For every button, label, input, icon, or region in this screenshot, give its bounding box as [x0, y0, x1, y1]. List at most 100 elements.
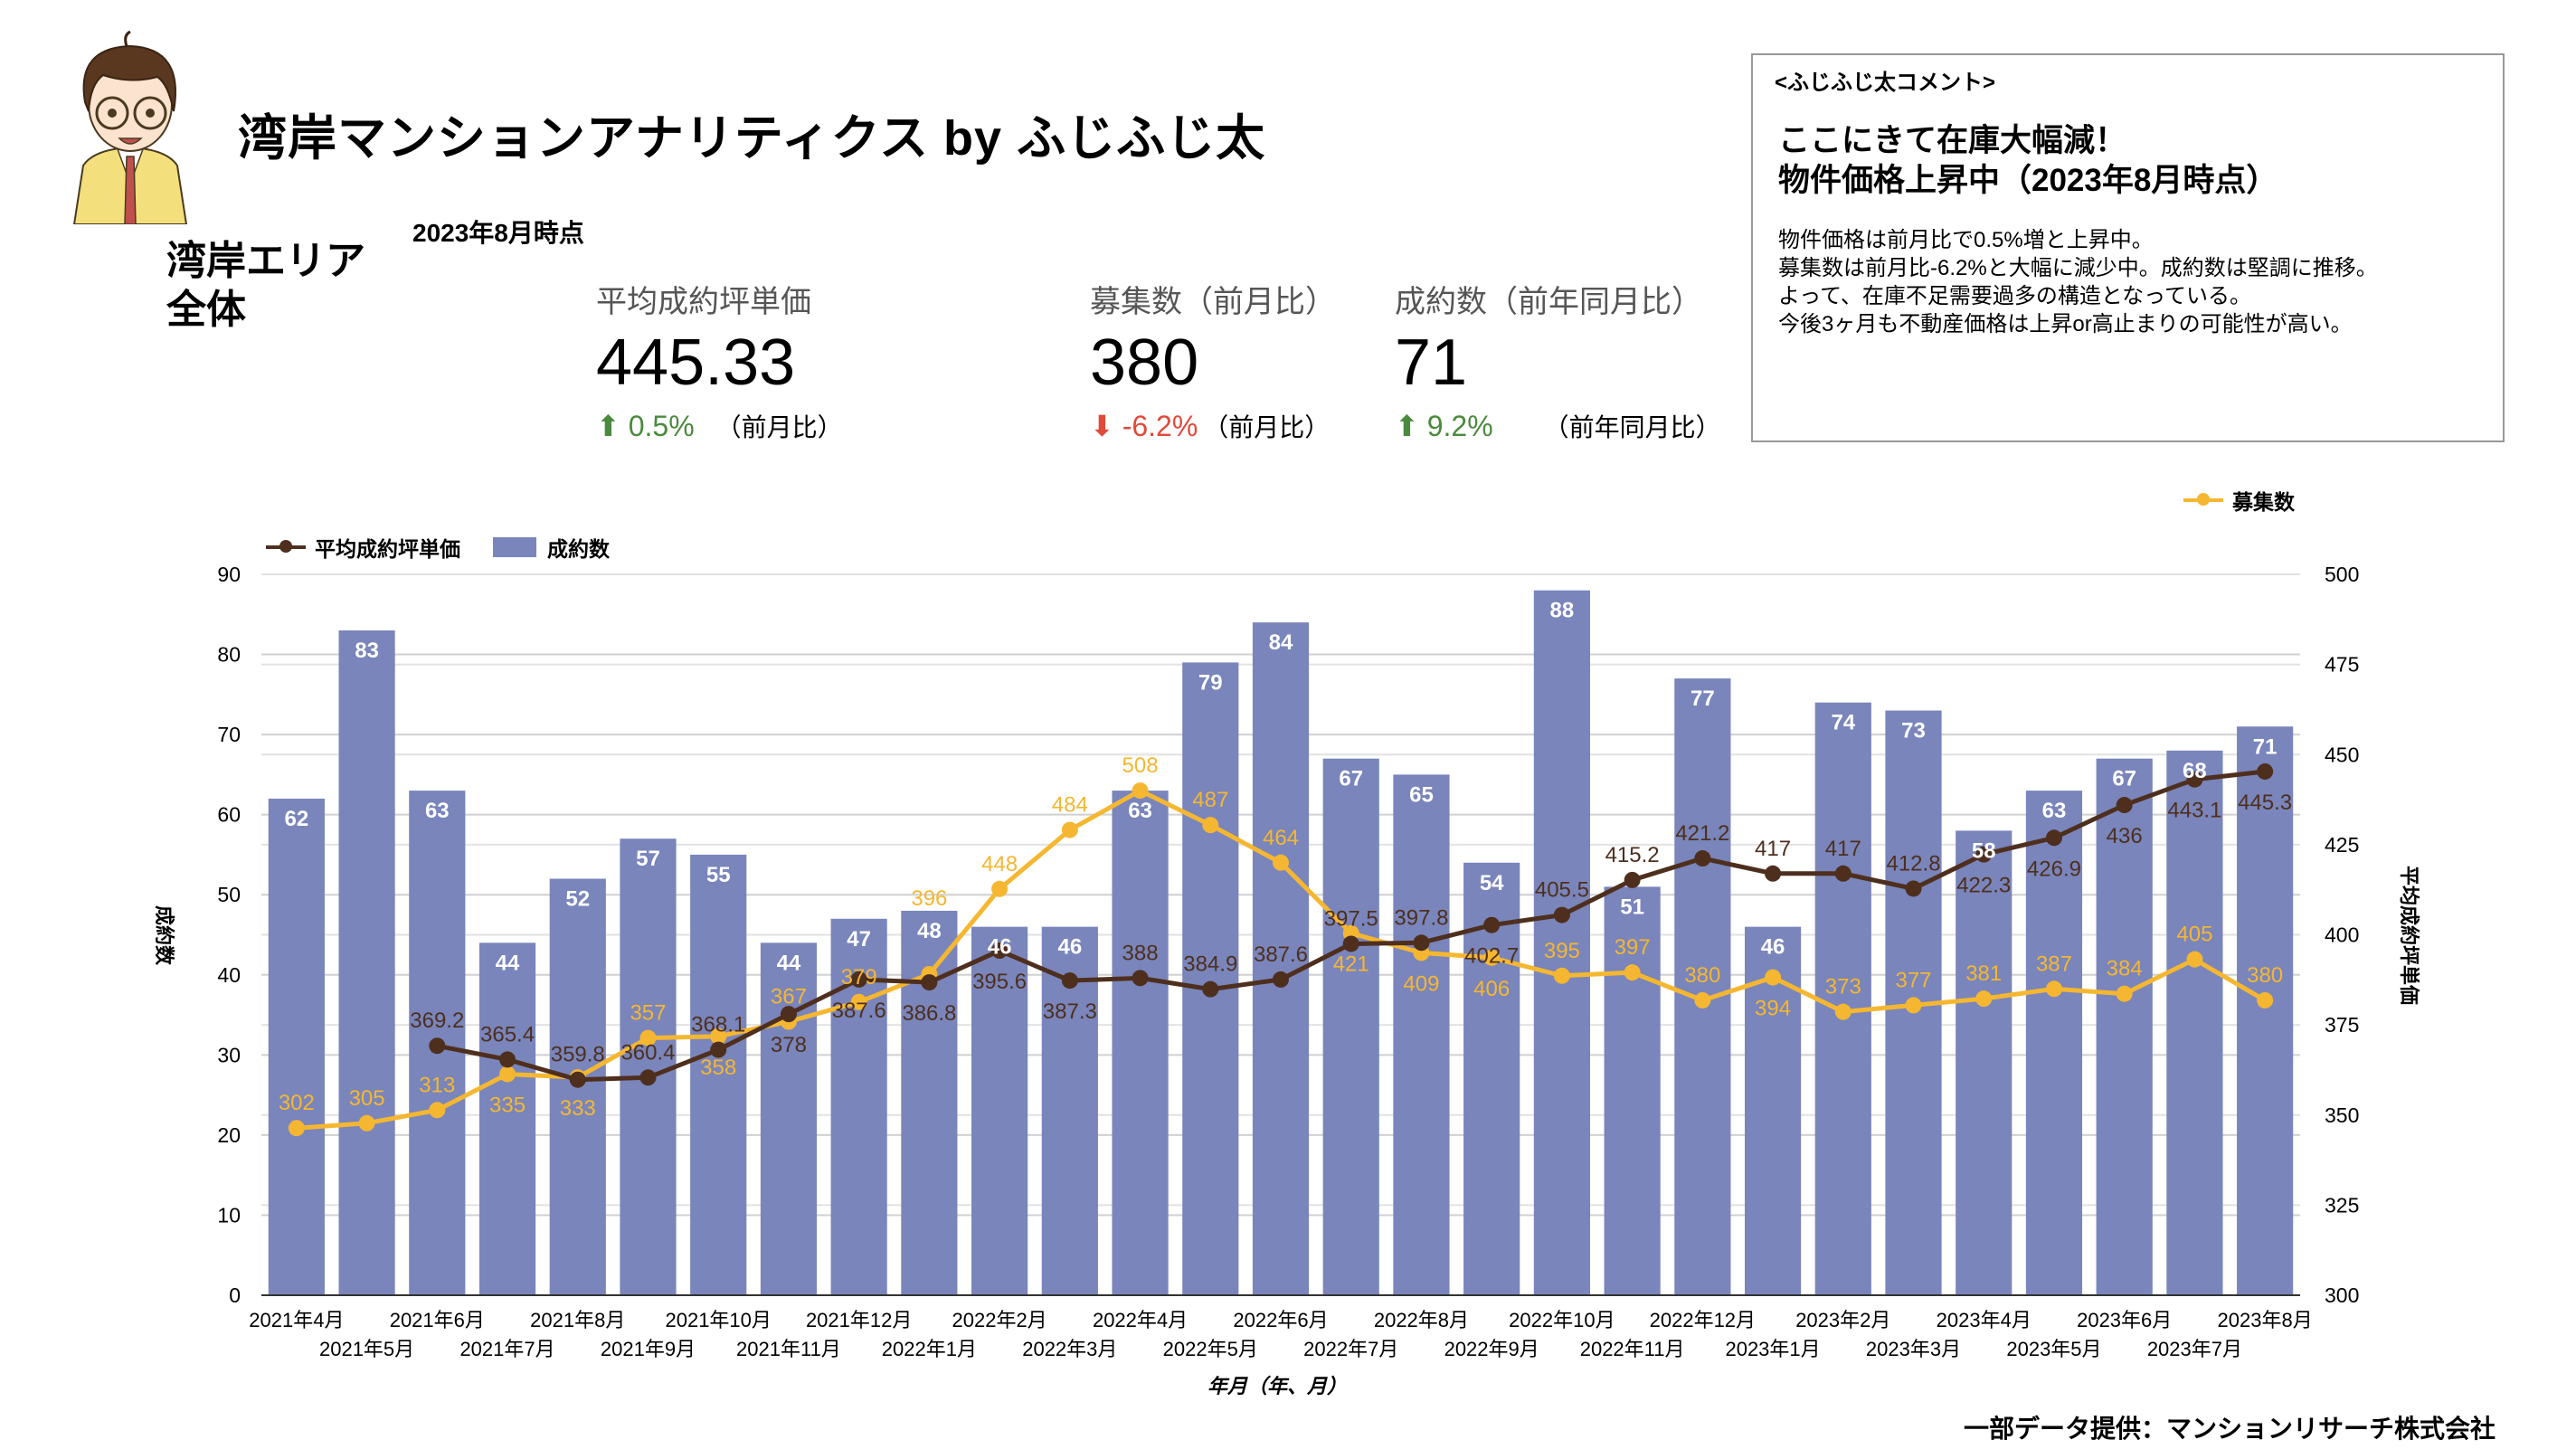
listings-point	[991, 880, 1009, 897]
bar-data-label: 67	[1339, 767, 1363, 791]
listings-data-label: 387	[2036, 952, 2072, 976]
listings-point	[288, 1120, 305, 1137]
y-axis-title-left: 成約数	[153, 904, 176, 966]
y-tick-label-right: 425	[2325, 833, 2359, 857]
price-point	[2116, 797, 2133, 814]
listings-point	[2186, 951, 2203, 968]
bar-data-label: 47	[847, 927, 871, 952]
listings-point	[1624, 964, 1641, 981]
legend-item-listings[interactable]: 募集数	[2183, 485, 2295, 516]
price-data-label: 384.9	[1183, 952, 1237, 977]
listings-data-label: 397	[1615, 935, 1651, 960]
bar-data-label: 46	[988, 935, 1012, 960]
listings-data-label: 367	[771, 985, 807, 1009]
legend-item-price[interactable]: 平均成約坪単価	[266, 532, 460, 563]
x-tick-label: 2021年4月	[249, 1309, 344, 1331]
listings-data-label: 508	[1122, 753, 1159, 778]
bar-data-label: 57	[636, 847, 660, 871]
bar-data-label: 44	[777, 951, 801, 975]
bar	[620, 838, 677, 1295]
price-point	[1553, 906, 1570, 923]
price-data-label: 417	[1755, 837, 1791, 861]
price-data-label: 387.3	[1043, 999, 1097, 1024]
arrow-up-icon: ⬆	[596, 410, 629, 442]
bar	[1393, 774, 1450, 1295]
price-point	[1975, 846, 1993, 863]
price-point	[429, 1037, 446, 1055]
x-tick-label: 2023年8月	[2218, 1309, 2313, 1331]
listings-point	[1483, 949, 1501, 966]
comment-heading: <ふじふじ太コメント>	[1775, 71, 1996, 95]
y-axis-title-right: 平均成約坪単価	[2398, 865, 2421, 1006]
y-tick-label-left: 80	[217, 643, 241, 667]
price-point	[2045, 829, 2062, 847]
x-tick-label: 2022年5月	[1163, 1338, 1258, 1360]
kpi-compare-label: （前月比）	[1203, 413, 1331, 441]
listings-data-label: 335	[489, 1093, 526, 1117]
kpi-change-value: -6.2%	[1122, 410, 1198, 442]
price-point	[921, 974, 938, 991]
price-data-label: 436	[2107, 824, 2143, 848]
price-point	[1765, 865, 1782, 882]
legend-label: 平均成約坪単価	[315, 537, 460, 561]
arrow-down-icon: ⬇	[1090, 410, 1122, 442]
kpi-change-value: 9.2%	[1426, 410, 1493, 442]
listings-data-label: 464	[1263, 826, 1299, 850]
listings-data-label: 405	[2176, 923, 2212, 947]
y-tick-label-right: 450	[2325, 743, 2359, 766]
price-point	[1202, 980, 1219, 998]
bar-data-label: 79	[1198, 670, 1223, 695]
x-tick-label: 2023年2月	[1795, 1309, 1890, 1331]
bar-data-label: 83	[355, 639, 379, 663]
y-tick-label-right: 300	[2325, 1283, 2359, 1307]
price-data-label: 417	[1825, 837, 1861, 861]
listings-data-label: 484	[1052, 793, 1088, 818]
y-tick-label-right: 400	[2325, 923, 2359, 947]
price-point	[1273, 971, 1289, 988]
bar	[1674, 678, 1731, 1295]
bar	[760, 942, 818, 1295]
bar-data-label: 63	[2042, 799, 2067, 823]
listings-data-label: 487	[1192, 788, 1228, 812]
bar-data-label: 46	[1057, 935, 1082, 960]
kpi-contracts: 成約数（前年同月比） 71 ⬆ 9.2% （前年同月比）	[1395, 277, 1721, 444]
arrow-up-icon: ⬆	[1395, 410, 1427, 442]
price-data-label: 388	[1122, 941, 1159, 965]
bar-data-label: 67	[2112, 767, 2136, 791]
bar-data-label: 48	[917, 919, 942, 943]
price-point	[850, 971, 867, 988]
bar	[1604, 886, 1661, 1295]
x-tick-label: 2022年7月	[1303, 1338, 1398, 1360]
line-swatch-icon	[2183, 493, 2223, 506]
price-point	[1413, 934, 1430, 952]
kpi-value: 445.33	[596, 327, 796, 399]
listings-data-label: 409	[1403, 971, 1439, 996]
price-point	[780, 1006, 797, 1023]
price-point	[499, 1051, 516, 1068]
price-point	[1132, 970, 1149, 987]
price-point	[1624, 871, 1641, 888]
listings-data-label: 373	[1825, 975, 1861, 999]
comment-body: 物件価格は前月比で0.5%増と上昇中。 募集数は前月比-6.2%と大幅に減少中。…	[1778, 226, 2481, 338]
legend-item-contracts[interactable]: 成約数	[493, 532, 610, 563]
price-point	[1834, 865, 1852, 882]
x-tick-label: 2021年7月	[459, 1338, 554, 1360]
comment-line: よって、在庫不足需要過多の構造となっている。	[1778, 284, 2251, 308]
y-tick-label-left: 20	[217, 1123, 241, 1147]
price-point	[1694, 850, 1711, 867]
price-point	[569, 1071, 586, 1088]
price-data-label: 369.2	[410, 1009, 464, 1033]
price-data-label: 386.8	[902, 1001, 956, 1026]
x-tick-label: 2022年12月	[1650, 1309, 1756, 1331]
y-tick-label-left: 90	[217, 563, 241, 586]
bar	[268, 798, 325, 1295]
kpi-label: 成約数（前年同月比）	[1395, 285, 1702, 319]
comment-headline-line: 物件価格上昇中（2023年8月時点）	[1778, 163, 2278, 198]
comment-headline-line: ここにきて在庫大幅減！	[1778, 123, 2127, 158]
listings-data-label: 395	[1544, 939, 1580, 963]
kpi-value: 71	[1395, 327, 1468, 399]
listings-point	[1061, 821, 1078, 838]
y-tick-label-left: 10	[217, 1203, 241, 1226]
listings-data-label: 421	[1333, 952, 1369, 977]
